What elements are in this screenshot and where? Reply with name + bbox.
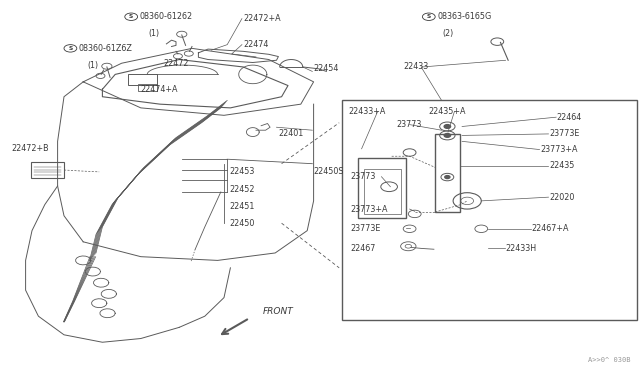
Text: 23773: 23773 bbox=[397, 120, 422, 129]
Text: 08360-61262: 08360-61262 bbox=[140, 12, 193, 21]
Text: 22435+A: 22435+A bbox=[429, 107, 467, 116]
Bar bbox=[358, 158, 406, 218]
Text: 22450S: 22450S bbox=[314, 167, 344, 176]
Text: 22464: 22464 bbox=[557, 113, 582, 122]
Bar bbox=[342, 100, 637, 320]
Text: (1): (1) bbox=[87, 61, 99, 70]
Text: 22472+B: 22472+B bbox=[12, 144, 49, 153]
Bar bbox=[128, 74, 157, 85]
Circle shape bbox=[444, 125, 451, 128]
Text: S: S bbox=[427, 14, 431, 19]
Text: (2): (2) bbox=[442, 29, 454, 38]
Text: S: S bbox=[68, 46, 72, 51]
Bar bbox=[435, 134, 460, 212]
Text: 23773E: 23773E bbox=[549, 129, 579, 138]
Text: 22020: 22020 bbox=[549, 193, 575, 202]
Text: 22472+A: 22472+A bbox=[243, 14, 281, 23]
Circle shape bbox=[444, 134, 451, 137]
Text: 22450: 22450 bbox=[229, 219, 255, 228]
Text: 23773E: 23773E bbox=[351, 224, 381, 233]
Text: 08363-6165G: 08363-6165G bbox=[437, 12, 492, 21]
Text: 22433+A: 22433+A bbox=[349, 107, 386, 116]
Text: 22433: 22433 bbox=[403, 62, 428, 71]
Bar bbox=[31, 162, 64, 178]
Text: 22467+A: 22467+A bbox=[531, 224, 569, 233]
Text: 22454: 22454 bbox=[314, 64, 339, 73]
Text: 23773: 23773 bbox=[351, 172, 376, 181]
Bar bbox=[364, 169, 401, 214]
Text: 08360-61Z6Z: 08360-61Z6Z bbox=[79, 44, 132, 53]
Text: S: S bbox=[129, 14, 133, 19]
Text: 22453: 22453 bbox=[229, 167, 255, 176]
Text: 22467: 22467 bbox=[351, 244, 376, 253]
Text: 22435: 22435 bbox=[549, 161, 575, 170]
Text: 22451: 22451 bbox=[229, 202, 255, 211]
Text: 22433H: 22433H bbox=[506, 244, 537, 253]
Text: 22472: 22472 bbox=[163, 59, 189, 68]
Text: 22474: 22474 bbox=[243, 40, 269, 49]
Text: 22452: 22452 bbox=[229, 185, 255, 194]
Text: A>>0^ 030B: A>>0^ 030B bbox=[588, 357, 630, 363]
Text: 23773+A: 23773+A bbox=[351, 205, 388, 214]
Text: 23773+A: 23773+A bbox=[541, 145, 579, 154]
Text: 22401: 22401 bbox=[278, 129, 303, 138]
Bar bbox=[138, 84, 157, 91]
Text: 22474+A: 22474+A bbox=[141, 85, 179, 94]
Text: FRONT: FRONT bbox=[262, 307, 293, 316]
Text: (1): (1) bbox=[148, 29, 159, 38]
Circle shape bbox=[445, 176, 450, 179]
